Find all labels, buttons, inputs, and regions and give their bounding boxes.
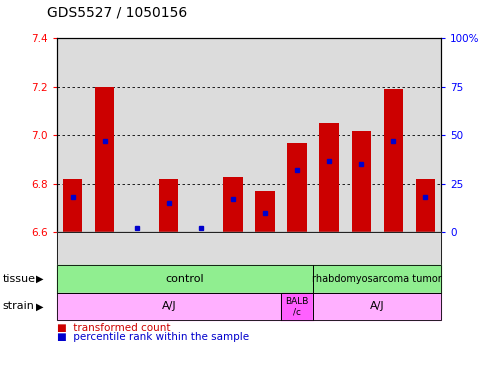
Text: strain: strain — [2, 301, 35, 311]
Text: A/J: A/J — [370, 301, 385, 311]
Bar — [63, 179, 82, 232]
Text: tissue: tissue — [2, 274, 35, 284]
Text: ▶: ▶ — [35, 274, 43, 284]
Bar — [287, 142, 307, 232]
Bar — [159, 179, 178, 232]
Bar — [416, 179, 435, 232]
Text: ■  percentile rank within the sample: ■ percentile rank within the sample — [57, 332, 249, 342]
Text: rhabdomyosarcoma tumor: rhabdomyosarcoma tumor — [312, 274, 442, 284]
Text: GDS5527 / 1050156: GDS5527 / 1050156 — [47, 6, 187, 20]
Bar — [223, 177, 243, 232]
Text: A/J: A/J — [162, 301, 176, 311]
Bar — [319, 123, 339, 232]
Text: BALB
/c: BALB /c — [285, 297, 309, 316]
Bar — [384, 89, 403, 232]
Text: control: control — [166, 274, 204, 284]
Bar — [352, 131, 371, 232]
Bar — [95, 87, 114, 232]
Bar — [255, 191, 275, 232]
Text: ■  transformed count: ■ transformed count — [57, 323, 170, 333]
Text: ▶: ▶ — [35, 301, 43, 311]
